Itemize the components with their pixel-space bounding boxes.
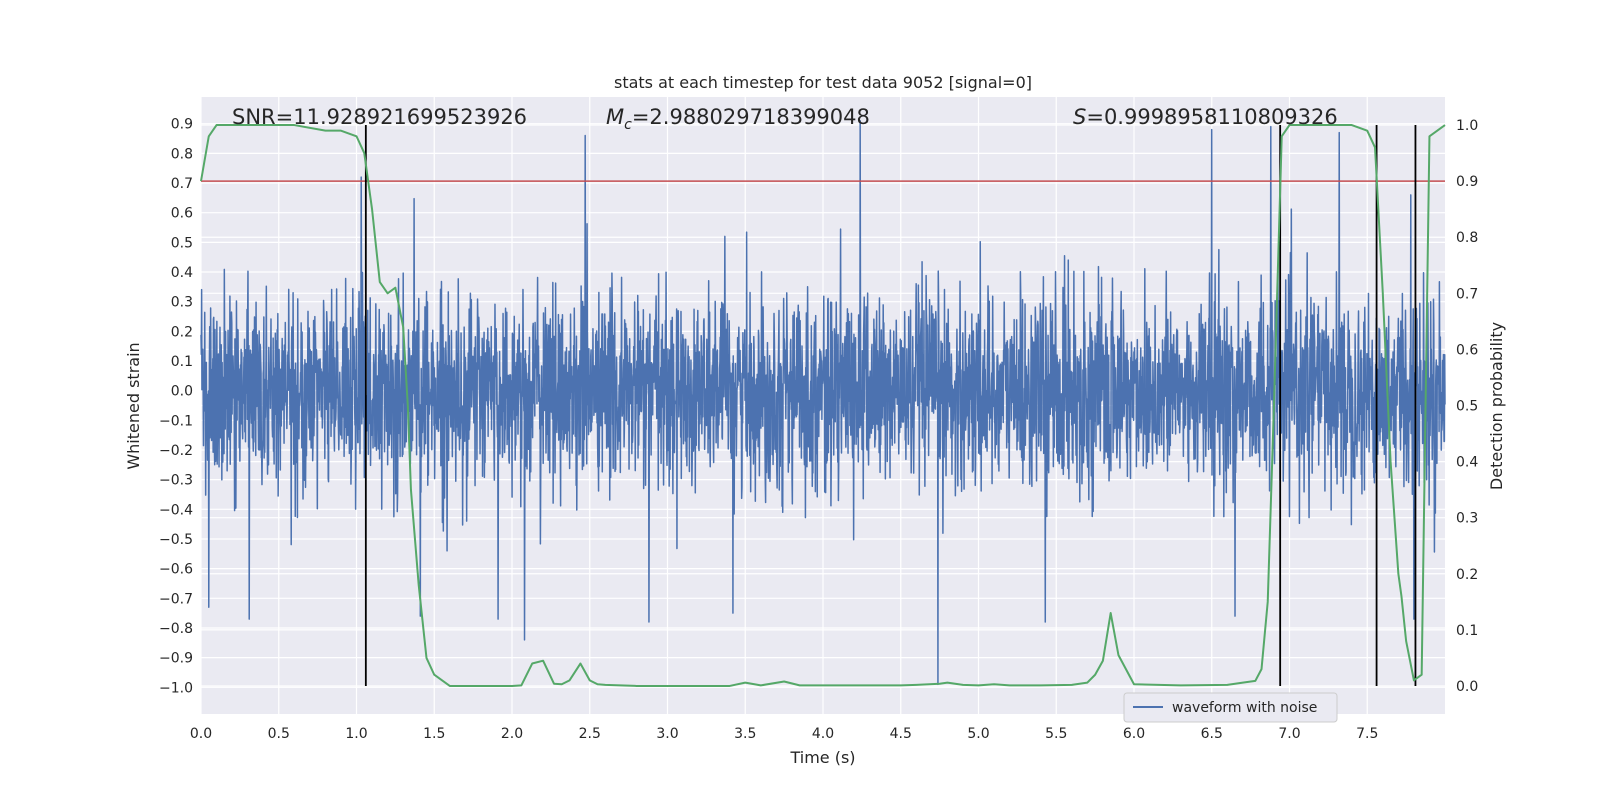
x-tick-label: 1.5	[423, 726, 445, 742]
y2-tick-label: 0.6	[1456, 342, 1478, 358]
y2-tick-label: 0.2	[1456, 567, 1478, 583]
axis-ticks: 0.0 0.5 1.0 1.5 2.0 2.5 3.0 3.5 4.0 4.5 5.0 5.5 6.0 6…	[159, 117, 1478, 742]
x-axis-label: Time (s)	[789, 748, 855, 767]
x-tick-label: 2.0	[501, 726, 523, 742]
y2-tick-label: 0.5	[1456, 399, 1478, 415]
y-tick-label: −0.4	[159, 502, 193, 518]
y2-tick-label: 0.1	[1456, 623, 1478, 639]
y2-tick-label: 0.9	[1456, 174, 1478, 190]
y2-tick-label: 0.7	[1456, 286, 1478, 302]
y-tick-label: 0.6	[171, 206, 193, 222]
y-tick-label: −0.5	[159, 532, 193, 548]
chart-title: stats at each timestep for test data 905…	[614, 73, 1032, 92]
y2-tick-label: 0.3	[1456, 511, 1478, 527]
y2-tick-label: 0.4	[1456, 455, 1478, 471]
x-tick-label: 2.5	[579, 726, 601, 742]
y-tick-label: 0.1	[171, 354, 193, 370]
y-tick-label: 0.0	[171, 384, 193, 400]
x-tick-label: 3.5	[734, 726, 756, 742]
y-tick-label: 0.4	[171, 265, 193, 281]
y-tick-label: 0.8	[171, 146, 193, 162]
score-annotation: S=0.9998958110809326	[1073, 105, 1338, 129]
y-tick-label: 0.7	[171, 176, 193, 192]
probability-series	[200, 124, 1446, 687]
x-tick-label: 7.5	[1356, 726, 1378, 742]
waveform-line	[200, 119, 1446, 686]
chirp-mass-symbol: M	[606, 105, 624, 129]
x-tick-label: 4.5	[890, 726, 912, 742]
x-tick-label: 5.5	[1045, 726, 1067, 742]
snr-annotation: SNR=11.928921699523926	[232, 105, 527, 129]
y-tick-label: −0.6	[159, 562, 193, 578]
y2-axis-label: Detection probability	[1487, 322, 1506, 490]
y-tick-label: −1.0	[159, 680, 193, 696]
y-tick-label: 0.3	[171, 295, 193, 311]
waveform-series	[200, 119, 1446, 686]
chirp-mass-value: =2.988029718399048	[632, 105, 870, 129]
legend-box	[1123, 692, 1338, 723]
legend: waveform with noise	[1123, 692, 1338, 723]
y2-tick-label: 0.0	[1456, 679, 1478, 695]
x-tick-label: 6.5	[1201, 726, 1223, 742]
y-axis-label: Whitened strain	[124, 342, 143, 469]
y-tick-label: −0.1	[159, 413, 193, 429]
y-tick-label: 0.5	[171, 235, 193, 251]
x-tick-label: 6.0	[1123, 726, 1145, 742]
x-tick-label: 5.0	[967, 726, 989, 742]
y-tick-label: −0.2	[159, 443, 193, 459]
chirp-mass-annotation: Mc=2.988029718399048	[606, 105, 870, 133]
y2-tick-label: 0.8	[1456, 230, 1478, 246]
score-symbol: S	[1073, 105, 1086, 129]
x-tick-label: 4.0	[812, 726, 834, 742]
x-tick-label: 0.0	[190, 726, 212, 742]
y-tick-label: −0.9	[159, 651, 193, 667]
reference-lines	[201, 125, 1445, 686]
y-tick-label: −0.8	[159, 621, 193, 637]
y-tick-label: −0.3	[159, 473, 193, 489]
x-tick-label: 3.0	[656, 726, 678, 742]
chirp-mass-subscript: c	[624, 117, 632, 133]
y-tick-label: 0.9	[171, 117, 193, 133]
x-tick-label: 7.0	[1278, 726, 1300, 742]
x-tick-label: 0.5	[268, 726, 290, 742]
score-value: =0.9998958110809326	[1086, 105, 1337, 129]
y2-tick-label: 1.0	[1456, 118, 1478, 134]
probability-line	[200, 124, 1446, 687]
x-tick-label: 1.0	[345, 726, 367, 742]
y-tick-label: −0.7	[159, 591, 193, 607]
legend-label-waveform: waveform with noise	[1172, 700, 1317, 716]
y-tick-label: 0.2	[171, 324, 193, 340]
